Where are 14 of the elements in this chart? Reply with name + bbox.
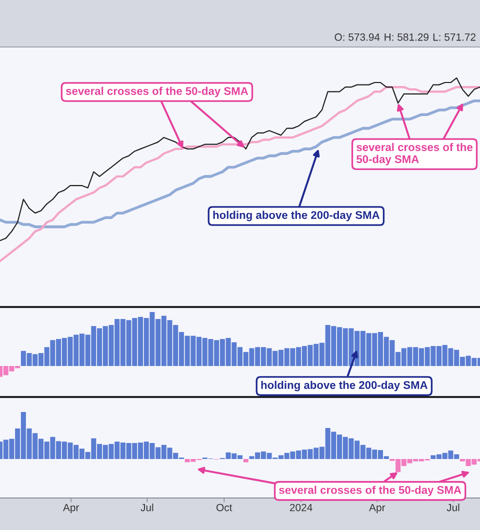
annotation: several crosses of the 50-day SMA — [279, 486, 462, 496]
annotation: holding above the 200-day SMA — [261, 380, 428, 392]
x-tick-label: Apr — [62, 504, 80, 514]
text: O: 573.94 — [334, 33, 380, 41]
x-tick-label: 2024 — [290, 504, 312, 512]
x-tick-label: Jul — [140, 504, 154, 512]
x-tick-label: Apr — [369, 504, 386, 514]
x-tick-label: Jul — [446, 504, 460, 512]
text: H: 581.29 — [384, 33, 429, 41]
annotation: several crosses of the 50-day SMA — [356, 142, 473, 166]
annotation: holding above the 200-day SMA — [213, 210, 380, 222]
x-tick-label: Oct — [216, 504, 232, 512]
annotation: several crosses of the 50-day SMA — [66, 86, 248, 98]
text: L: 571.72 — [433, 33, 476, 41]
